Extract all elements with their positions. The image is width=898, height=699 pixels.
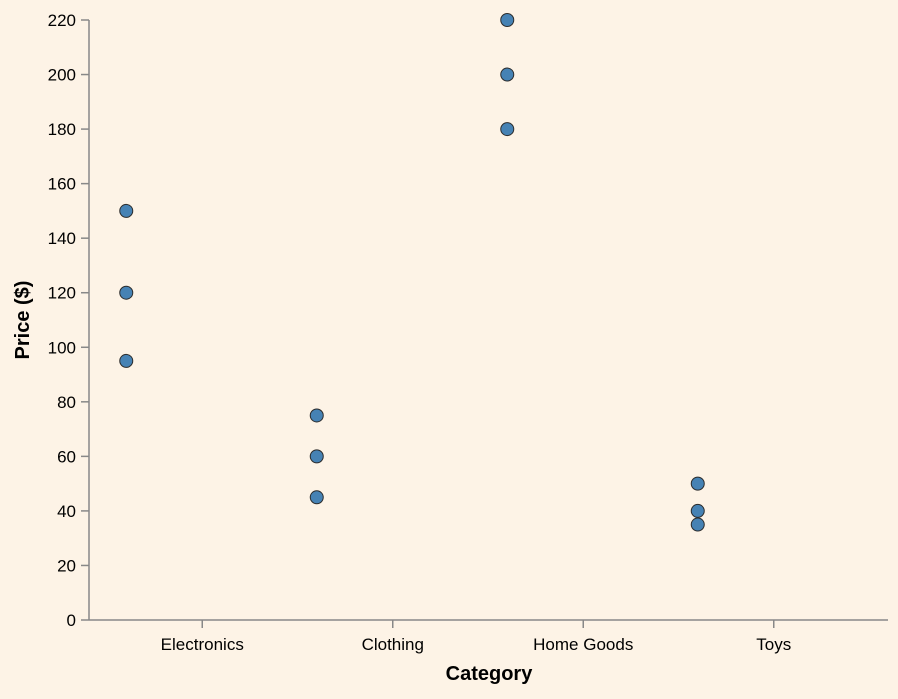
y-tick-label: 100 xyxy=(48,338,76,357)
y-tick-label: 200 xyxy=(48,66,76,85)
y-tick-label: 140 xyxy=(48,229,76,248)
y-axis-title: Price ($) xyxy=(12,281,34,360)
x-tick-label: Home Goods xyxy=(533,635,633,654)
data-point[interactable] xyxy=(500,67,515,82)
y-axis: 0 20 40 60 80 100 120 140 160 180 200 220 xyxy=(48,11,90,630)
data-point[interactable] xyxy=(309,408,324,423)
data-point[interactable] xyxy=(119,285,134,300)
data-point[interactable] xyxy=(119,353,134,368)
y-tick-label: 80 xyxy=(57,393,76,412)
data-point[interactable] xyxy=(309,490,324,505)
data-point[interactable] xyxy=(690,476,705,491)
y-tick-label: 180 xyxy=(48,120,76,139)
y-tick-label: 120 xyxy=(48,284,76,303)
data-point[interactable] xyxy=(690,503,705,518)
points-layer xyxy=(119,13,705,532)
data-point[interactable] xyxy=(309,449,324,464)
y-tick-label: 0 xyxy=(67,611,76,630)
x-tick-label: Electronics xyxy=(161,635,244,654)
y-tick-label: 40 xyxy=(57,502,76,521)
data-point[interactable] xyxy=(690,517,705,532)
y-tick-label: 160 xyxy=(48,175,76,194)
data-point[interactable] xyxy=(500,122,515,137)
x-axis: Electronics Clothing Home Goods Toys xyxy=(89,619,888,654)
y-tick-label: 60 xyxy=(57,447,76,466)
y-tick-label: 20 xyxy=(57,556,76,575)
x-axis-title: Category xyxy=(446,663,534,685)
y-tick-label: 220 xyxy=(48,11,76,30)
x-tick-label: Toys xyxy=(756,635,791,654)
data-point[interactable] xyxy=(119,203,134,218)
x-tick-label: Clothing xyxy=(362,635,424,654)
data-point[interactable] xyxy=(500,13,515,27)
